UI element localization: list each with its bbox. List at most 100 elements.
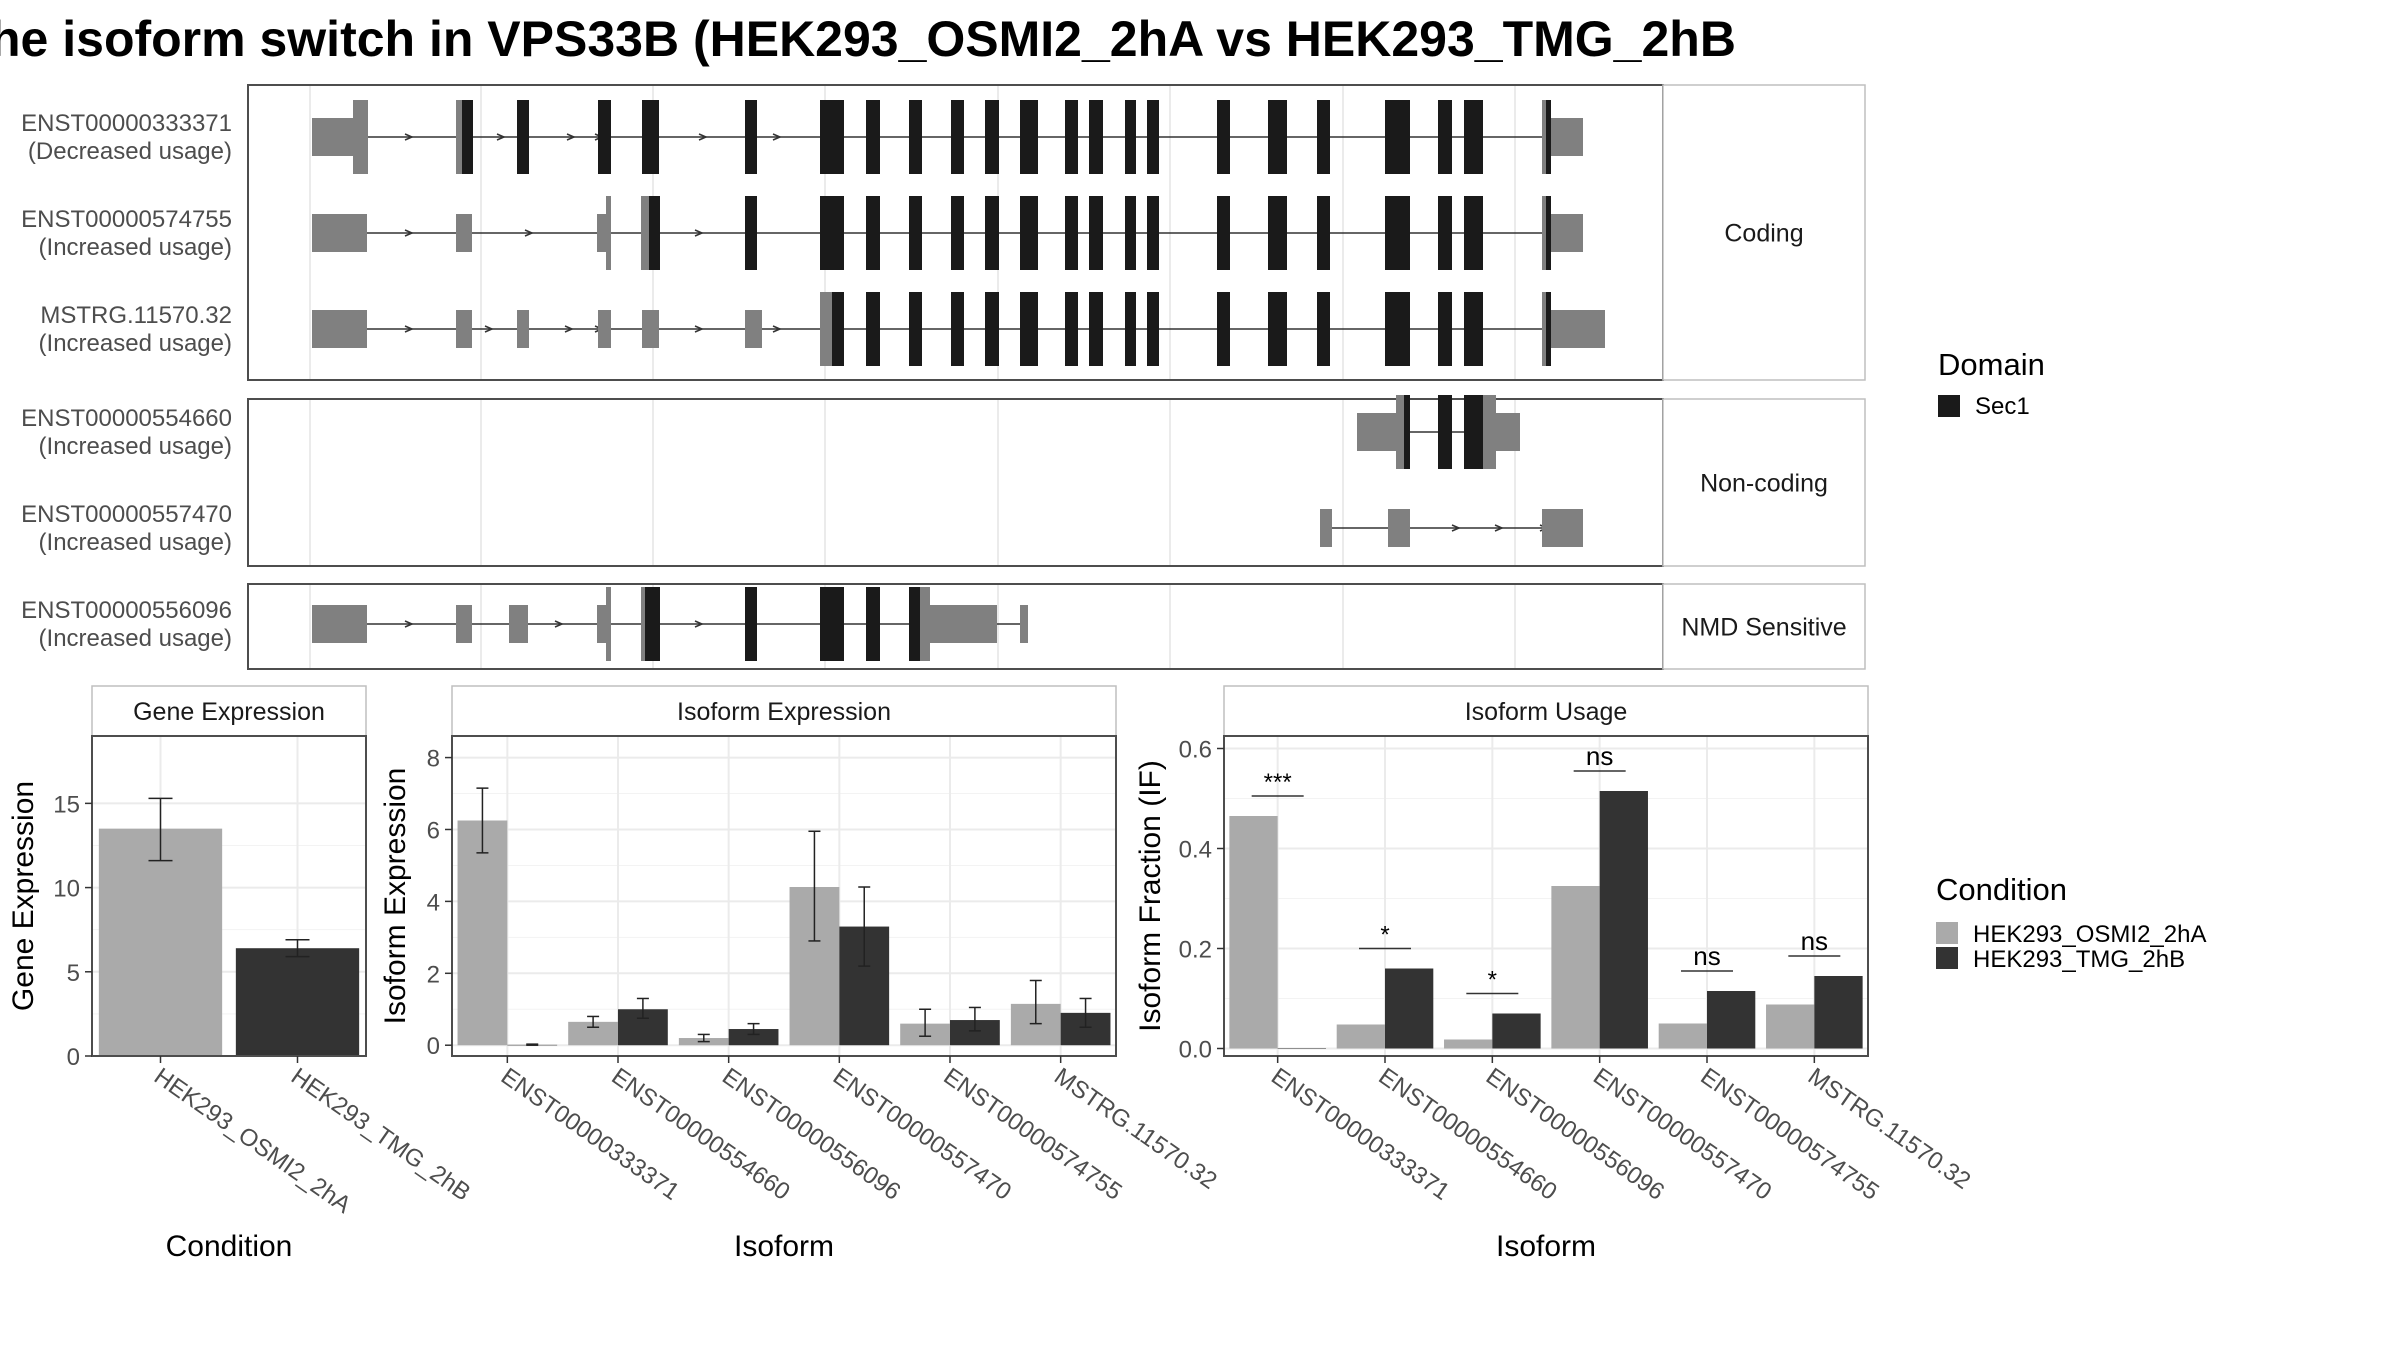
- utr-exon: [597, 214, 606, 252]
- cds-exon: [1385, 292, 1410, 366]
- cds-exon: [1464, 196, 1483, 270]
- facet-strip-label: Non-coding: [1700, 470, 1828, 498]
- cds-exon: [1317, 196, 1330, 270]
- significance-label: ns: [1801, 926, 1828, 956]
- utr-exon: [1320, 509, 1332, 547]
- cds-exon: [1385, 100, 1410, 174]
- y-tick-label: 2: [427, 961, 440, 988]
- chart-strip-label: Isoform Usage: [1465, 698, 1628, 726]
- intron-arrow: [404, 133, 414, 141]
- cds-exon: [1542, 196, 1551, 270]
- chart-strip-label: Gene Expression: [133, 698, 325, 726]
- bar: [1444, 1039, 1493, 1049]
- structure-panel-bg: [248, 399, 1663, 566]
- bar: [1492, 1013, 1541, 1049]
- cds-exon: [1268, 100, 1287, 174]
- utr-exon: [1551, 118, 1583, 156]
- y-tick-label: 15: [53, 791, 80, 818]
- transcript-usage-label: (Increased usage): [39, 433, 232, 460]
- cds-exon: [517, 100, 529, 174]
- intron-arrow: [404, 325, 414, 333]
- utr-exon: [1396, 395, 1404, 469]
- cds-exon: [1542, 292, 1551, 366]
- bar: [1277, 1048, 1326, 1049]
- chart-strip-label: Isoform Expression: [677, 698, 891, 726]
- facet-strip: [1662, 398, 1866, 567]
- cds-exon: [985, 292, 999, 366]
- cds-exon: [1438, 292, 1452, 366]
- cds-exon: [1542, 100, 1551, 174]
- x-tick-label: ENST00000574755: [939, 1063, 1127, 1206]
- y-tick-label: 0.0: [1179, 1037, 1212, 1064]
- utr-exon: [312, 310, 367, 348]
- utr-exon: [598, 310, 611, 348]
- cds-exon: [1464, 292, 1483, 366]
- cds-exon: [1438, 196, 1452, 270]
- significance-label: ***: [1264, 769, 1292, 796]
- bar: [1599, 791, 1648, 1049]
- transcript-id-label: ENST00000556096: [21, 597, 232, 624]
- cds-exon: [1065, 196, 1078, 270]
- utr-exon: [456, 100, 462, 174]
- x-tick-label: ENST00000557470: [828, 1063, 1016, 1206]
- cds-exon: [1217, 100, 1230, 174]
- utr-exon: [606, 196, 611, 270]
- x-axis-title: Condition: [166, 1230, 293, 1263]
- utr-exon: [1542, 196, 1546, 270]
- facet-strip: [1662, 84, 1866, 381]
- legend-title-domain: Domain: [1938, 347, 2045, 382]
- legend-area: Domain Sec1 Condition HEK293_OSMI2_2hAHEK29…: [1936, 347, 2206, 973]
- cds-exon: [745, 587, 757, 661]
- cds-exon: [951, 196, 964, 270]
- transcript-usage-label: (Decreased usage): [28, 138, 232, 165]
- cds-exon: [1020, 292, 1038, 366]
- cds-exon: [866, 587, 880, 661]
- legend-key-condition: [1936, 922, 1958, 944]
- transcript-id-label: ENST00000554660: [21, 405, 232, 432]
- transcript-usage-label: (Increased usage): [39, 529, 232, 556]
- intron-arrow: [566, 133, 576, 141]
- cds-exon: [1147, 292, 1159, 366]
- legend-key-domain: [1938, 395, 1960, 417]
- significance-label: ns: [1693, 941, 1720, 971]
- chart-strip: [1223, 685, 1869, 737]
- intron-arrow: [698, 133, 708, 141]
- cds-exon: [1089, 292, 1103, 366]
- cds-exon: [1065, 292, 1078, 366]
- utr-exon: [1388, 509, 1410, 547]
- cds-exon: [1089, 196, 1103, 270]
- bar: [1385, 968, 1434, 1049]
- cds-exon: [1217, 196, 1230, 270]
- utr-exon: [920, 587, 930, 661]
- y-tick-label: 0.6: [1179, 737, 1212, 764]
- bar: [1766, 1004, 1815, 1049]
- cds-exon: [598, 100, 611, 174]
- cds-exon: [462, 100, 473, 174]
- x-axis-title: Isoform: [734, 1230, 834, 1263]
- utr-exon: [456, 214, 472, 252]
- cds-exon: [909, 587, 920, 661]
- intron-arrow: [404, 620, 414, 628]
- significance-label: *: [1488, 967, 1497, 994]
- cds-exon: [866, 100, 880, 174]
- transcript-usage-label: (Increased usage): [39, 330, 232, 357]
- cds-exon: [1317, 292, 1330, 366]
- cds-exon: [985, 196, 999, 270]
- cds-exon: [1268, 292, 1287, 366]
- cds-exon: [1438, 100, 1452, 174]
- bar: [1658, 1023, 1707, 1049]
- x-tick-label: ENST00000333371: [1266, 1063, 1454, 1206]
- cds-exon: [832, 292, 844, 366]
- intron-arrow: [694, 229, 704, 237]
- legend-label-condition: HEK293_OSMI2_2hA: [1973, 921, 2206, 948]
- figure-title: he isoform switch in VPS33B (HEK293_OSMI…: [0, 11, 1736, 67]
- cds-exon: [645, 587, 660, 661]
- intron-arrow: [694, 620, 704, 628]
- cds-exon: [985, 100, 999, 174]
- utr-exon: [1542, 509, 1583, 547]
- bar: [568, 1021, 618, 1046]
- y-axis-title: Isoform Expression: [379, 768, 412, 1025]
- transcript-structure-panel: Coding ENST00000333371(Decreased usage) EN…: [21, 84, 1866, 670]
- utr-exon: [312, 605, 367, 643]
- cds-exon: [909, 292, 922, 366]
